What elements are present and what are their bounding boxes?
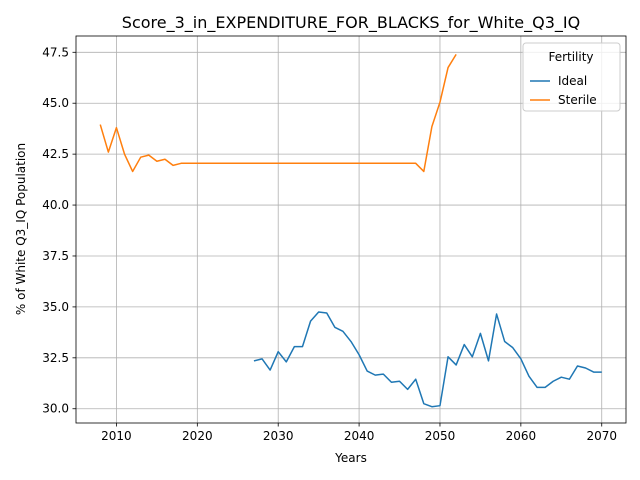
y-tick-label: 30.0	[42, 402, 69, 416]
chart-title: Score_3_in_EXPENDITURE_FOR_BLACKS_for_Wh…	[122, 13, 580, 33]
y-tick-label: 32.5	[42, 351, 69, 365]
x-tick-label: 2060	[506, 429, 537, 443]
series-line-sterile	[99, 53, 457, 173]
series-layer	[99, 53, 602, 408]
legend-label-sterile: Sterile	[558, 93, 597, 107]
x-tick-label: 2040	[344, 429, 375, 443]
x-tick-label: 2020	[182, 429, 213, 443]
grid-lines	[76, 36, 626, 423]
series-line-ideal	[253, 311, 602, 408]
y-axis-label: % of White Q3_IQ Population	[14, 143, 28, 315]
y-tick-label: 35.0	[42, 300, 69, 314]
x-tick-label: 2010	[101, 429, 132, 443]
y-tick-label: 47.5	[42, 45, 69, 59]
legend-box	[522, 42, 621, 112]
x-tick-label: 2070	[586, 429, 617, 443]
x-axis-ticks: 2010 2020 2030 2040 2050 2060 2070	[101, 423, 617, 443]
legend-title: Fertility	[548, 50, 593, 64]
y-tick-label: 40.0	[42, 198, 69, 212]
y-axis-ticks: 30.0 32.5 35.0 37.5 40.0 42.5 45.0 47.5	[42, 45, 76, 416]
x-tick-label: 2030	[263, 429, 294, 443]
legend-entries: Ideal Sterile	[530, 74, 597, 107]
legend-label-ideal: Ideal	[558, 74, 587, 88]
legend: Fertility Ideal Sterile	[522, 42, 621, 112]
x-tick-label: 2050	[425, 429, 456, 443]
y-tick-label: 42.5	[42, 147, 69, 161]
y-tick-label: 45.0	[42, 96, 69, 110]
plot-frame	[75, 35, 627, 424]
x-axis-label: Years	[334, 451, 367, 465]
y-tick-label: 37.5	[42, 249, 69, 263]
